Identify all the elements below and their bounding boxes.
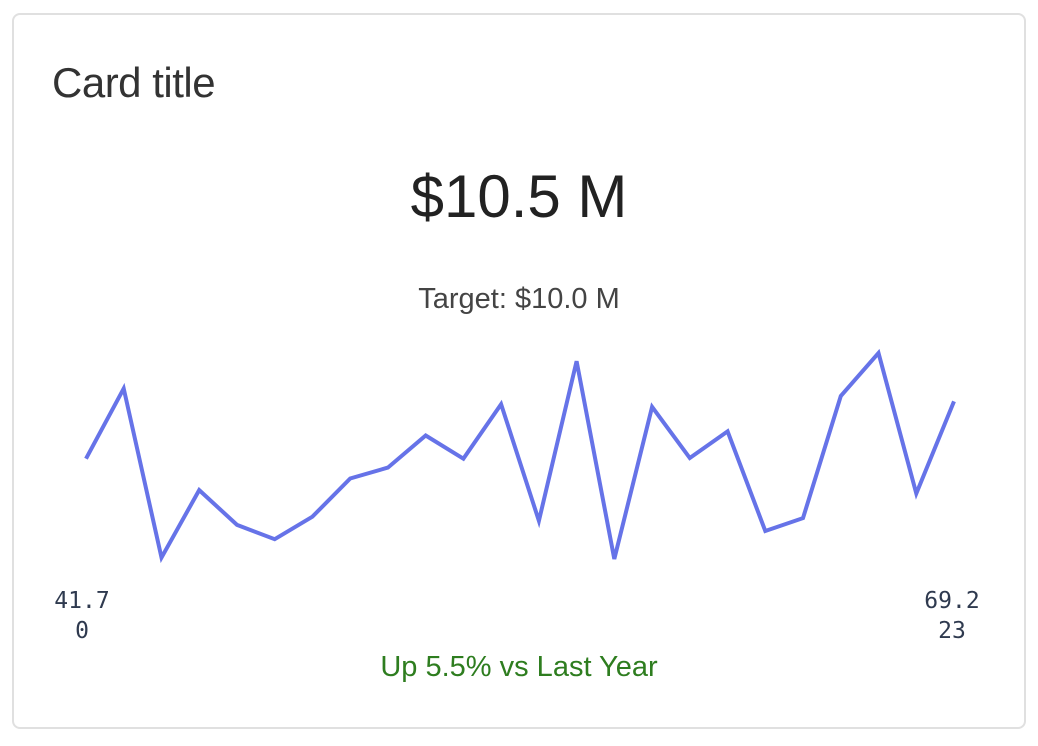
last-point-label: 69.2 23 [912, 586, 992, 646]
first-point-index: 0 [75, 618, 89, 644]
last-point-value: 69.2 [924, 588, 980, 614]
last-point-index: 23 [938, 618, 966, 644]
kpi-card: Card title $10.5 M Target: $10.0 M 41.7 … [12, 13, 1026, 729]
sparkline-series-line [84, 348, 956, 564]
yoy-change: Up 5.5% vs Last Year [380, 651, 658, 683]
kpi-target: Target: $10.0 M [418, 283, 620, 315]
first-point-label: 41.7 0 [42, 586, 122, 646]
card-title: Card title [52, 59, 216, 106]
sparkline-chart [84, 348, 956, 564]
first-point-value: 41.7 [54, 588, 110, 614]
kpi-value: $10.5 M [410, 163, 628, 230]
